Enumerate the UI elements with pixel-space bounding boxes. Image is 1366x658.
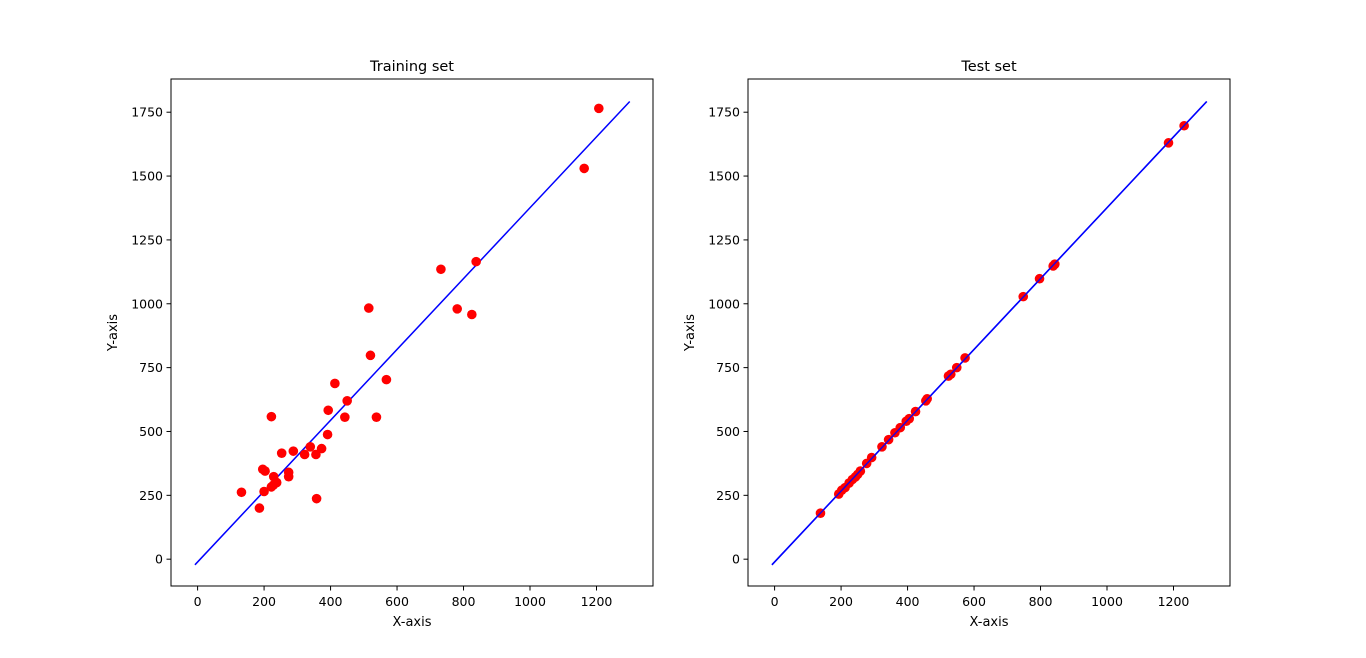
- y-tick-label: 0: [732, 552, 740, 567]
- regression-line: [194, 100, 631, 566]
- data-point: [283, 471, 294, 482]
- data-point: [305, 441, 316, 452]
- x-tick-label: 800: [452, 594, 476, 609]
- data-point: [471, 256, 481, 267]
- y-tick-label: 1000: [708, 296, 740, 311]
- x-tick-label: 1000: [1091, 594, 1123, 609]
- data-point: [266, 482, 277, 492]
- chart-title: Test set: [960, 59, 1017, 75]
- data-point: [266, 411, 277, 422]
- data-point: [594, 103, 604, 114]
- axes-frame: [747, 78, 1231, 587]
- y-tick-label: 750: [139, 360, 163, 375]
- y-tick-label: 1750: [708, 105, 740, 120]
- data-point: [452, 304, 463, 314]
- data-point: [330, 378, 340, 389]
- x-tick-label: 600: [962, 594, 986, 609]
- y-axis-label: Y-axis: [106, 314, 121, 352]
- data-point: [467, 309, 477, 320]
- regression-line-overlay: [771, 100, 1208, 566]
- y-tick-label: 1500: [131, 169, 163, 184]
- chart-title: Training set: [369, 59, 454, 75]
- x-tick-label: 600: [385, 594, 409, 609]
- x-axis-label: X-axis: [393, 615, 432, 630]
- y-axis-label: Y-axis: [683, 314, 698, 352]
- y-tick-label: 250: [139, 488, 163, 503]
- data-point: [236, 487, 247, 498]
- data-point: [311, 493, 322, 504]
- y-tick-label: 500: [139, 424, 163, 439]
- data-point: [371, 412, 382, 422]
- data-point: [316, 443, 327, 454]
- data-point: [276, 448, 287, 458]
- x-tick-label: 1000: [514, 594, 546, 609]
- data-point: [340, 412, 350, 422]
- axes-test: 0 200 400 600 800 1000 1200 0 250 500 750 1000 1250 1…: [683, 59, 1231, 630]
- data-point: [579, 163, 589, 174]
- data-point: [342, 396, 352, 406]
- y-tick-label: 1750: [131, 105, 163, 120]
- data-point: [381, 374, 392, 385]
- data-point: [365, 350, 376, 361]
- y-tick-label: 750: [716, 360, 740, 375]
- x-tick-label: 0: [771, 594, 779, 609]
- data-point: [257, 464, 268, 475]
- x-tick-label: 1200: [1158, 594, 1190, 609]
- data-point: [254, 503, 265, 513]
- y-tick-label: 1500: [708, 169, 740, 184]
- axes-frame: [170, 78, 654, 587]
- data-point: [288, 446, 299, 456]
- data-point: [323, 405, 334, 416]
- x-tick-label: 0: [194, 594, 202, 609]
- data-point: [322, 429, 333, 440]
- x-tick-label: 200: [829, 594, 853, 609]
- x-tick-label: 400: [896, 594, 920, 609]
- y-tick-label: 500: [716, 424, 740, 439]
- data-point: [299, 449, 310, 460]
- y-tick-label: 250: [716, 488, 740, 503]
- y-tick-label: 1250: [708, 232, 740, 247]
- x-tick-label: 800: [1029, 594, 1053, 609]
- data-point: [259, 486, 269, 497]
- x-tick-label: 200: [252, 594, 276, 609]
- y-tick-label: 0: [155, 552, 163, 567]
- y-tick-label: 1250: [131, 232, 163, 247]
- data-point: [436, 264, 446, 275]
- x-tick-label: 1200: [581, 594, 613, 609]
- x-axis-label: X-axis: [970, 615, 1009, 630]
- axes-training: 0 200 400 600 800 1000 1200 0 250 500 750 1000 1250 1…: [106, 59, 654, 630]
- y-tick-label: 1000: [131, 296, 163, 311]
- x-tick-label: 400: [319, 594, 343, 609]
- data-point: [363, 303, 374, 313]
